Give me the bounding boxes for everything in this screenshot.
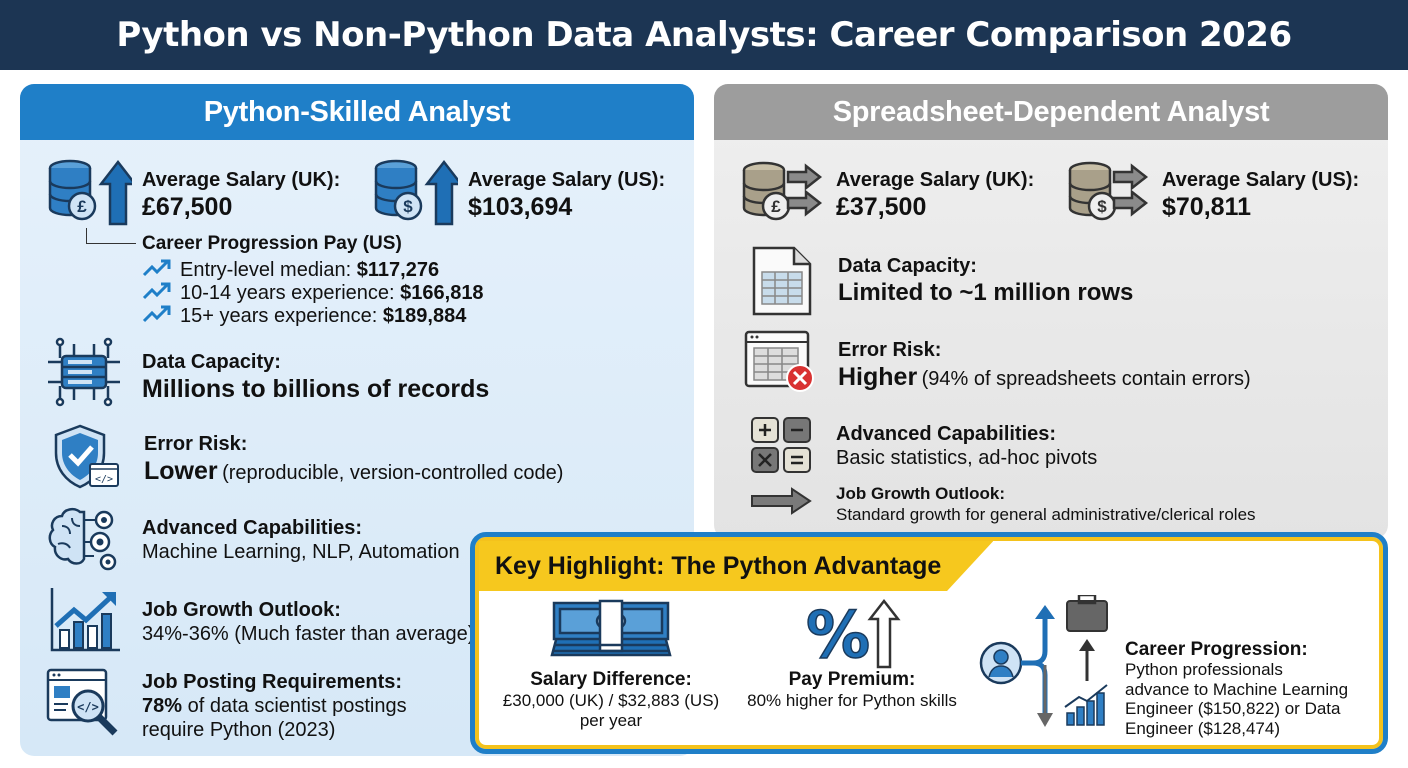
- career-progression: Career Progression: Python professionals…: [1125, 639, 1375, 738]
- pay-premium-label: Pay Premium:: [788, 669, 916, 690]
- svg-text:£: £: [77, 197, 87, 216]
- career-progression-list: Entry-level median: $117,276 10-14 years…: [142, 259, 484, 328]
- spreadsheet-capacity-value: Limited to ~1 million rows: [838, 279, 1134, 306]
- spreadsheet-salary-us-label: Average Salary (US):: [1162, 169, 1360, 191]
- percent-up-icon: %: [737, 595, 967, 674]
- spreadsheet-salary-uk-value: £37,500: [836, 193, 927, 221]
- code-magnifier-icon: </>: [46, 668, 122, 745]
- trend-up-icon: [142, 281, 172, 306]
- progression-mid: 10-14 years experience: $166,818: [180, 282, 484, 304]
- spreadsheet-panel-heading: Spreadsheet-Dependent Analyst: [714, 84, 1388, 140]
- svg-text:</>: </>: [95, 474, 113, 485]
- career-progression-line1: Python professionals: [1125, 660, 1283, 679]
- python-growth-value: 34%-36% (Much faster than average): [142, 623, 475, 645]
- python-growth-label: Job Growth Outlook:: [142, 599, 341, 621]
- python-advanced-value: Machine Learning, NLP, Automation: [142, 541, 460, 563]
- page-title: Python vs Non-Python Data Analysts: Care…: [116, 15, 1292, 55]
- salary-difference: Salary Difference: £30,000 (UK) / $32,88…: [491, 595, 731, 731]
- dollar-database-flat-icon: $: [1066, 158, 1152, 231]
- spreadsheet-advanced-capabilities: Advanced Capabilities: Basic statistics,…: [750, 416, 1097, 481]
- progression-senior: 15+ years experience: $189,884: [180, 305, 467, 327]
- dollar-database-up-icon: $: [372, 158, 464, 231]
- salary-difference-label: Salary Difference:: [530, 669, 692, 690]
- shield-check-code-icon: </>: [50, 422, 122, 497]
- python-salary-us-value: $103,694: [468, 193, 573, 221]
- career-progression-line4: Engineer ($128,474): [1125, 718, 1281, 738]
- python-error-value: Lower (reproducible, version-controlled …: [144, 457, 564, 485]
- spreadsheet-panel: Spreadsheet-Dependent Analyst £ Average …: [714, 84, 1388, 539]
- python-panel-heading: Python-Skilled Analyst: [20, 84, 694, 140]
- spreadsheet-salary-uk: £ Average Salary (UK): £37,500: [740, 158, 1034, 231]
- svg-text:$: $: [403, 197, 413, 216]
- spreadsheet-advanced-value: Basic statistics, ad-hoc pivots: [836, 447, 1098, 469]
- trend-up-icon: [142, 304, 172, 329]
- svg-text:$: $: [1097, 197, 1107, 216]
- python-capacity-label: Data Capacity:: [142, 351, 281, 373]
- python-salary-uk-label: Average Salary (UK):: [142, 169, 341, 191]
- bar-chart-up-icon: [48, 586, 122, 657]
- spreadsheet-error-value: Higher (94% of spreadsheets contain erro…: [838, 363, 1251, 391]
- python-advanced-capabilities: Advanced Capabilities: Machine Learning,…: [48, 504, 460, 579]
- spreadsheet-growth-value: Standard growth for general administrati…: [836, 505, 1256, 524]
- python-salary-us: $ Average Salary (US): $103,694: [372, 158, 665, 231]
- spreadsheet-data-capacity: Data Capacity: Limited to ~1 million row…: [750, 244, 1133, 323]
- spreadsheet-error-label: Error Risk:: [838, 339, 942, 361]
- python-error-risk: </> Error Risk: Lower (reproducible, ver…: [50, 422, 563, 497]
- flat-arrow-icon: [750, 486, 814, 521]
- list-item: 10-14 years experience: $166,818: [142, 282, 484, 305]
- progression-entry: Entry-level median: $117,276: [180, 259, 440, 281]
- python-salary-uk: £ Average Salary (UK): £67,500: [46, 158, 340, 231]
- brain-gears-icon: [48, 504, 122, 579]
- career-progression-title: Career Progression Pay (US): [142, 233, 402, 254]
- salary-difference-line1: £30,000 (UK) / $32,883 (US): [502, 691, 720, 710]
- python-advanced-label: Advanced Capabilities:: [142, 517, 363, 539]
- spreadsheet-salary-uk-label: Average Salary (UK):: [836, 169, 1035, 191]
- list-item: Entry-level median: $117,276: [142, 259, 484, 282]
- career-progression-line3: Engineer ($150,822) or Data: [1125, 699, 1341, 718]
- python-salary-us-label: Average Salary (US):: [468, 169, 666, 191]
- python-postings-value: 78% of data scientist postings: [142, 695, 407, 717]
- list-item: 15+ years experience: $189,884: [142, 305, 484, 328]
- spreadsheet-salary-us: $ Average Salary (US): $70,811: [1066, 158, 1359, 231]
- trend-up-icon: [142, 258, 172, 283]
- career-progression-label: Career Progression:: [1125, 639, 1308, 660]
- svg-text:%: %: [806, 599, 870, 669]
- pound-database-flat-icon: £: [740, 158, 826, 231]
- server-network-icon: [46, 336, 122, 413]
- python-capacity-value: Millions to billions of records: [142, 375, 490, 403]
- calculator-icon: [750, 416, 814, 481]
- key-highlight-heading: Key Highlight: The Python Advantage: [479, 541, 994, 591]
- pound-database-up-icon: £: [46, 158, 138, 231]
- spreadsheet-file-icon: [750, 244, 816, 323]
- python-salary-uk-value: £67,500: [142, 193, 233, 221]
- pay-premium: % Pay Premium: 80% higher for Python ski…: [737, 595, 967, 711]
- title-bar: Python vs Non-Python Data Analysts: Care…: [0, 0, 1408, 70]
- svg-text:£: £: [771, 197, 781, 216]
- pay-premium-value: 80% higher for Python skills: [747, 691, 957, 710]
- spreadsheet-job-growth: Job Growth Outlook: Standard growth for …: [750, 484, 1256, 525]
- key-highlight-box: Key Highlight: The Python Advantage Sala…: [470, 532, 1388, 754]
- spreadsheet-advanced-label: Advanced Capabilities:: [836, 423, 1057, 445]
- money-stack-icon: [491, 595, 731, 669]
- spreadsheet-error-icon: [744, 330, 818, 399]
- career-path-icon: [975, 593, 1125, 736]
- career-progression-line2: advance to Machine Learning: [1125, 679, 1349, 699]
- spreadsheet-growth-label: Job Growth Outlook:: [836, 484, 1006, 503]
- spreadsheet-salary-us-value: $70,811: [1162, 193, 1251, 221]
- python-postings-label: Job Posting Requirements:: [142, 671, 403, 693]
- python-job-postings: </> Job Posting Requirements: 78% of dat…: [46, 668, 407, 745]
- python-job-growth: Job Growth Outlook: 34%-36% (Much faster…: [48, 586, 474, 657]
- python-data-capacity: Data Capacity: Millions to billions of r…: [46, 336, 489, 413]
- python-postings-value-line2: require Python (2023): [142, 719, 336, 741]
- career-progression-pay: Career Progression Pay (US) Entry-level …: [142, 232, 484, 328]
- salary-difference-line2: per year: [579, 711, 643, 730]
- svg-text:</>: </>: [77, 700, 99, 714]
- python-error-label: Error Risk:: [144, 433, 248, 455]
- connector-line: [86, 228, 136, 244]
- spreadsheet-capacity-label: Data Capacity:: [838, 255, 977, 277]
- spreadsheet-error-risk: Error Risk: Higher (94% of spreadsheets …: [744, 330, 1251, 399]
- python-panel: Python-Skilled Analyst £ Average Salary …: [20, 84, 694, 756]
